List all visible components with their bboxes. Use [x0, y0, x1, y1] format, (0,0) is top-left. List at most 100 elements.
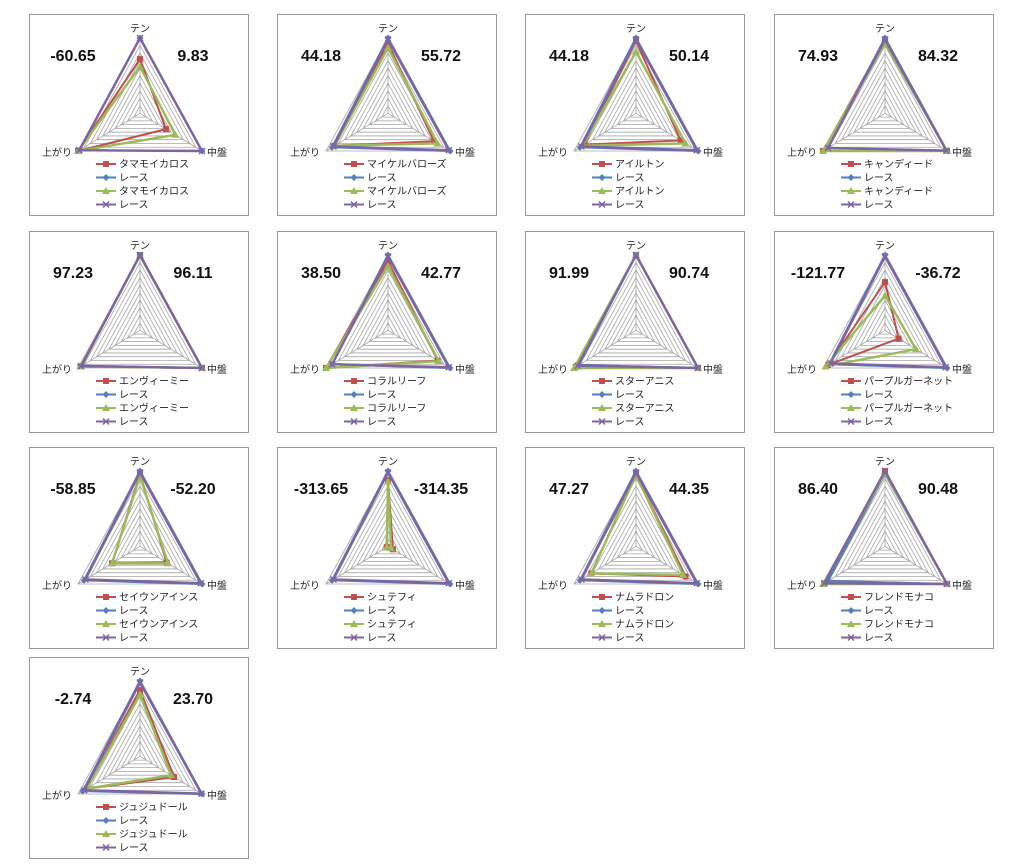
axis-label: 上がり [787, 146, 817, 159]
horse-fill-marker [171, 130, 180, 138]
horse-fill-line [822, 293, 918, 369]
legend-label: レース [864, 417, 894, 428]
horse-outline-marker [895, 335, 902, 342]
race-fill-marker [350, 417, 358, 426]
left-score: 86.40 [798, 481, 838, 498]
race-fill-marker [350, 200, 358, 209]
horse-outline-marker [385, 258, 391, 265]
grid-ring [108, 74, 172, 133]
grid-ring [604, 507, 668, 566]
legend-label: レース [615, 173, 645, 184]
race-fill-marker [826, 359, 834, 368]
grid-ring [356, 74, 420, 133]
axis-label: テン [130, 667, 150, 678]
legend-label: ジュジュドール [119, 830, 188, 841]
axis-label: テン [130, 241, 150, 252]
grid-spoke [822, 112, 886, 152]
axis-label: テン [626, 241, 646, 252]
right-score: 9.83 [177, 48, 208, 65]
horse-fill-marker [598, 404, 606, 411]
race-fill-marker [350, 633, 358, 642]
radar-chart: テン 中盤 上がり -60.65 9.83 タマモイカロス レース タマモイカロス レース [29, 14, 249, 216]
race-fill-line [79, 252, 205, 370]
right-score: -52.20 [170, 481, 215, 498]
horse-outline-marker [882, 279, 888, 286]
race-outline-marker [350, 391, 358, 398]
grid-ring [616, 522, 656, 559]
horse-fill-series [821, 291, 920, 370]
grid-ring [95, 276, 185, 358]
radar-chart: テン 中盤 上がり 74.93 84.32 キャンディード レース キャンディード レース [774, 14, 994, 216]
grid-ring [133, 104, 147, 118]
grid-ring [859, 299, 911, 346]
grid-ring [604, 74, 668, 133]
race-outline-marker [102, 817, 110, 824]
grid-ring [381, 104, 395, 118]
legend-label: レース [119, 843, 149, 854]
horse-fill-marker [847, 620, 855, 627]
legend-label: レース [367, 200, 397, 211]
grid-ring [579, 261, 693, 365]
axis-label: 上がり [42, 789, 72, 802]
horse-fill-marker [433, 139, 442, 147]
grid-ring [102, 284, 178, 354]
axis-label: 上がり [42, 363, 72, 376]
race-outline-marker [847, 391, 855, 398]
horse-fill-marker [681, 139, 690, 147]
grid-ring [598, 67, 674, 137]
radar-chart: テン 中盤 上がり -58.85 -52.20 セイウンアインス レース セイウンアインス レー… [29, 447, 249, 649]
legend-label: タマモイカロス [119, 186, 189, 198]
grid-ring [89, 695, 191, 787]
grid-ring [126, 314, 154, 339]
axis-label: 中盤 [455, 363, 475, 376]
horse-outline-marker [599, 378, 605, 384]
legend-label: レース [615, 200, 645, 211]
grid-spoke [77, 112, 141, 152]
race-fill-series [826, 252, 950, 371]
left-score: -2.74 [55, 691, 92, 708]
legend-label: レース [615, 417, 645, 428]
horse-outline-marker [848, 378, 854, 384]
grid-ring [847, 500, 923, 570]
race-fill-marker [574, 362, 582, 370]
grid-ring [114, 725, 166, 772]
race-fill-line [331, 469, 451, 585]
grid-spoke [139, 329, 203, 369]
race-fill-marker [824, 144, 832, 152]
grid-ring [598, 500, 674, 570]
grid-ring [629, 104, 643, 118]
horse-outline-line [84, 687, 176, 790]
race-fill-marker [693, 146, 701, 154]
horse-fill-marker [163, 559, 172, 567]
axis-label: 上がり [42, 146, 72, 159]
legend-label: ナムラドロン [615, 619, 674, 631]
horse-fill-marker [350, 404, 358, 411]
race-fill-marker [136, 678, 144, 687]
horse-outline-marker [385, 40, 391, 47]
axis-label: 上がり [290, 146, 320, 159]
grid-ring [350, 67, 426, 137]
legend-label: レース [367, 390, 397, 401]
race-fill-series [329, 35, 453, 154]
horse-fill-marker [632, 47, 640, 55]
left-score: -60.65 [50, 48, 95, 65]
horse-outline-marker [137, 687, 143, 694]
right-score: 84.32 [918, 48, 958, 65]
race-fill-marker [136, 251, 144, 259]
grid-ring [120, 89, 160, 126]
race-fill-marker [598, 633, 606, 642]
race-fill-series [577, 35, 701, 154]
race-fill-line [82, 679, 204, 795]
race-fill-marker [445, 579, 453, 587]
race-fill-marker [445, 363, 453, 371]
race-fill-marker [329, 575, 337, 584]
axis-label: 上がり [538, 146, 568, 159]
grid-ring [368, 89, 408, 126]
horse-fill-marker [102, 404, 110, 411]
